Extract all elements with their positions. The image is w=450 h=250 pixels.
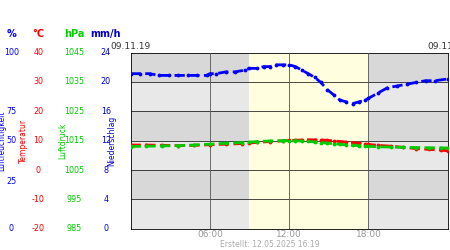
Text: 40: 40 [33,48,43,57]
Text: Luftdruck: Luftdruck [58,122,68,159]
Text: Temperatur: Temperatur [19,118,28,163]
Text: 995: 995 [67,195,82,204]
Text: 0: 0 [36,166,41,174]
Text: Niederschlag: Niederschlag [107,116,116,166]
Text: %: % [6,29,16,39]
Text: Luftfeuchtigkeit: Luftfeuchtigkeit [0,110,7,171]
Bar [130,52,448,82]
Text: 1035: 1035 [64,78,84,86]
Text: 75: 75 [6,107,16,116]
Bar [130,170,448,200]
Text: 1005: 1005 [64,166,84,174]
Text: -20: -20 [32,224,45,233]
Bar [130,82,448,111]
Text: 8: 8 [103,166,108,174]
Text: 10: 10 [33,136,43,145]
Text: 1015: 1015 [64,136,84,145]
Text: mm/h: mm/h [90,29,121,39]
Text: 4: 4 [103,195,108,204]
Text: hPa: hPa [64,29,85,39]
Text: 12: 12 [101,136,111,145]
Text: 1025: 1025 [64,107,85,116]
Bar [130,111,448,140]
Text: 0: 0 [103,224,108,233]
Text: 25: 25 [6,177,16,186]
Text: 50: 50 [6,136,16,145]
Text: 100: 100 [4,48,19,57]
Text: 0: 0 [9,224,14,233]
Bar [130,140,448,170]
Text: 30: 30 [33,78,43,86]
Text: 20: 20 [101,78,111,86]
Text: Erstellt: 12.05.2025 16:19: Erstellt: 12.05.2025 16:19 [220,240,320,249]
Text: -10: -10 [32,195,45,204]
Bar [130,200,448,229]
Text: 1045: 1045 [64,48,84,57]
Text: °C: °C [32,29,44,39]
Bar [249,52,369,229]
Text: 985: 985 [67,224,82,233]
Text: 20: 20 [33,107,43,116]
Text: 24: 24 [101,48,111,57]
Text: 16: 16 [101,107,111,116]
